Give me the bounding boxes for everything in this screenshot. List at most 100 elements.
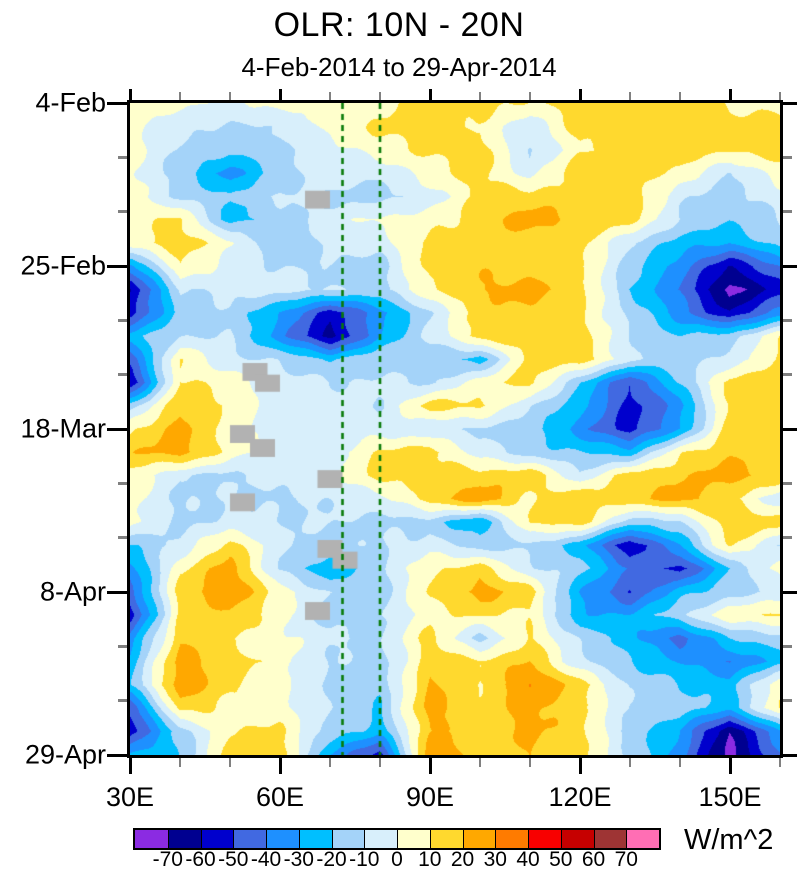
x-axis-tick [428,758,432,774]
y-axis-tick [107,590,127,594]
colorbar-cell [266,830,299,848]
x-axis-minor-tick [779,758,781,767]
y-axis-tick [107,753,127,757]
colorbar-unit: W/m^2 [684,824,774,856]
y-axis-minor-tick [118,155,127,159]
x-axis-label: 120E [548,782,612,812]
y-axis-minor-tick [783,644,792,648]
x-axis-label: 60E [255,782,305,812]
y-axis-minor-tick [118,318,127,322]
y-axis-minor-tick [783,536,792,540]
colorbar-cell [200,830,234,848]
colorbar-cell [429,830,463,848]
colorbar-label: 70 [614,848,638,869]
colorbar-cell [135,830,168,848]
x-axis-minor-tick [379,758,381,767]
colorbar-label: 40 [516,848,540,869]
y-axis-label: 8-Apr [39,576,106,607]
y-axis-tick [783,753,797,757]
colorbar-cell [462,830,496,848]
colorbar-cell [298,830,332,848]
colorbar-cell [364,830,397,848]
y-axis-tick [107,264,127,268]
x-axis-minor-tick [529,92,531,100]
x-axis-minor-tick [679,92,681,100]
y-axis-label: 18-Mar [20,413,106,444]
x-axis-tick [128,89,132,100]
x-axis-tick [128,758,132,774]
colorbar-label: -40 [250,848,282,869]
y-axis-minor-tick [118,644,127,648]
colorbar-label: -70 [152,848,183,869]
x-axis-label: 90E [405,782,455,812]
colorbar-label: -30 [283,848,314,869]
colorbar-label: 10 [418,848,442,869]
x-axis-tick [578,758,582,774]
x-axis-tick [728,89,732,100]
x-axis-minor-tick [629,758,631,767]
colorbar-label: -50 [218,848,249,869]
x-axis-minor-tick [229,758,231,767]
x-axis-minor-tick [329,92,331,100]
y-axis-tick [107,427,127,431]
x-axis-minor-tick [179,758,181,767]
y-axis-label: 29-Apr [24,739,106,770]
colorbar-cell [528,830,561,848]
colorbar [133,828,661,850]
hovmoller-field [130,103,780,755]
colorbar-cell [495,830,528,848]
colorbar-cell [233,830,266,848]
y-axis-minor-tick [783,155,792,159]
y-axis-minor-tick [783,373,792,377]
x-axis-minor-tick [479,92,481,100]
y-axis-minor-tick [118,699,127,703]
x-axis-minor-tick [379,92,381,100]
colorbar-cell [593,830,627,848]
y-axis-minor-tick [783,699,792,703]
x-axis-minor-tick [529,758,531,767]
colorbar-label: 60 [581,848,606,869]
colorbar-cell [626,830,659,848]
y-axis-tick [783,590,797,594]
y-axis-label: 4-Feb [35,87,106,118]
colorbar-label: -20 [316,848,347,869]
x-axis-tick [278,758,282,774]
x-axis-minor-tick [479,758,481,767]
x-axis-tick [278,89,282,100]
y-axis-minor-tick [118,210,127,214]
plot-frame [127,100,783,758]
y-axis-minor-tick [783,210,792,214]
x-axis-minor-tick [779,92,781,100]
y-axis-tick [107,101,127,105]
x-axis-tick [578,89,582,100]
x-axis-tick [728,758,732,774]
x-axis-minor-tick [329,758,331,767]
colorbar-cell [397,830,430,848]
x-axis-label: 30E [105,782,155,812]
y-axis-minor-tick [783,481,792,485]
x-axis-minor-tick [229,92,231,100]
y-axis-tick [783,427,797,431]
x-axis-minor-tick [179,92,181,100]
y-axis-tick [783,264,797,268]
x-axis-minor-tick [629,92,631,100]
colorbar-cell [331,830,365,848]
x-axis-minor-tick [679,758,681,767]
colorbar-label: 0 [391,848,403,869]
chart-subtitle: 4-Feb-2014 to 29-Apr-2014 [241,52,557,82]
y-axis-tick [783,101,797,105]
colorbar-label: 50 [549,848,573,869]
colorbar-label: -60 [185,848,216,869]
y-axis-minor-tick [783,318,792,322]
y-axis-minor-tick [118,536,127,540]
x-axis-label: 150E [698,782,762,812]
colorbar-label: 20 [450,848,475,869]
colorbar-label: 30 [483,848,507,869]
chart-title: OLR: 10N - 20N [273,6,525,44]
y-axis-minor-tick [118,373,127,377]
colorbar-label: -10 [349,848,380,869]
y-axis-minor-tick [118,481,127,485]
colorbar-cell [560,830,594,848]
x-axis-tick [428,89,432,100]
